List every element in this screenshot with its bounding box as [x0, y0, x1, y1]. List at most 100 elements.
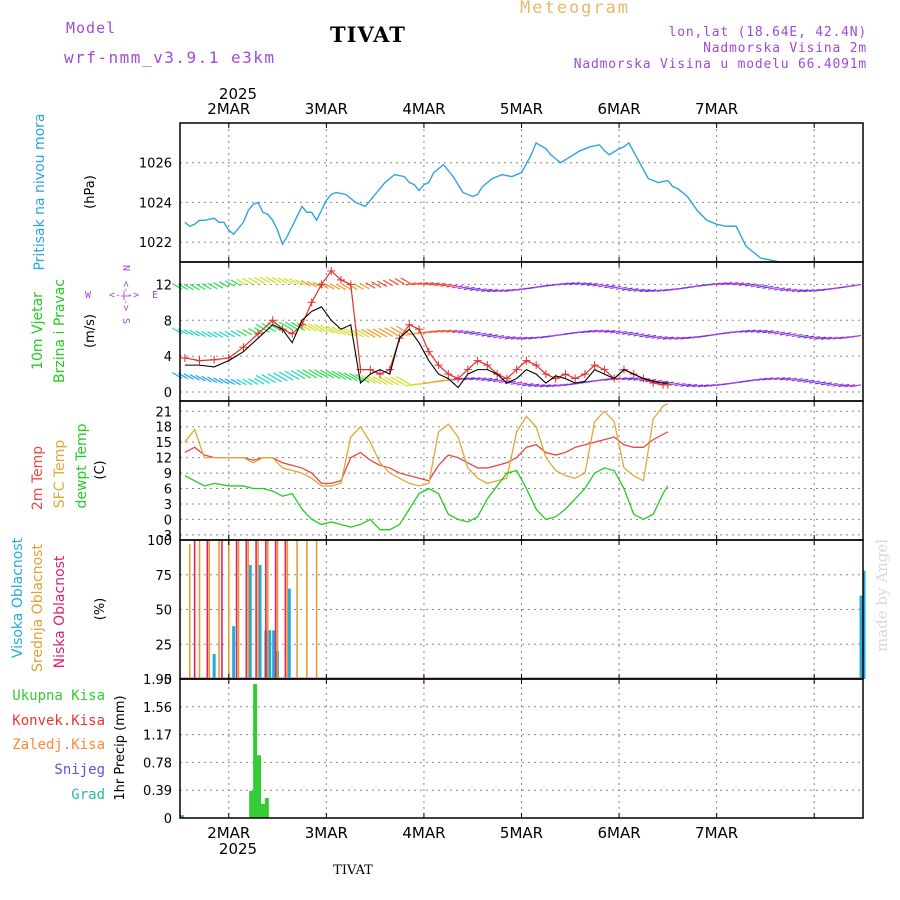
date-label-top: 6MAR [597, 100, 640, 118]
wind-barb [378, 376, 394, 386]
wind-barb [680, 383, 692, 387]
wind-barb [463, 286, 475, 291]
date-label-bottom: 7MAR [695, 824, 738, 842]
wind-barb [580, 330, 592, 334]
wind-barb [604, 285, 616, 289]
precip-bar [253, 683, 258, 818]
wind-barb [366, 375, 382, 385]
wind-barb [394, 278, 405, 285]
text-layer: 1022 1024 1026 Pritisak na nivou mora (hPa) 2… [10, 85, 738, 878]
wind-barb [189, 374, 200, 381]
wind-barb [283, 277, 294, 285]
wind-barb [452, 285, 464, 289]
cloud-high-title: Visoka Oblacnost [10, 537, 26, 658]
wind-barb [569, 281, 581, 286]
wind-barb [803, 289, 815, 293]
temp-tick-label: 3 [164, 498, 172, 513]
wind-barb [773, 331, 786, 335]
wind-barb [686, 383, 698, 388]
wind-barb [273, 372, 288, 382]
wind-barb [337, 371, 353, 381]
wind-barb [785, 333, 797, 337]
wind-barb [785, 377, 797, 381]
wind-barb [384, 327, 399, 337]
wind-barb [360, 374, 376, 384]
date-label-top: 3MAR [305, 100, 348, 118]
cloud-tick-label: 0 [164, 673, 172, 688]
wind-barb [768, 377, 780, 381]
wind-barb [236, 278, 247, 286]
wind-barb [621, 331, 633, 335]
wind-barb [207, 376, 218, 384]
wind-barb [378, 327, 394, 337]
precip-bar [260, 803, 265, 818]
wind-barb [738, 282, 750, 286]
wind-barb [355, 373, 370, 384]
wind-barb [850, 283, 862, 288]
wind-barb [645, 334, 657, 339]
wind-barb [762, 330, 774, 334]
temp-2m-title: 2m Temp [30, 446, 46, 510]
wind-barb [195, 330, 206, 338]
wind-barb [189, 329, 200, 337]
pressure-tick-label: 1022 [139, 236, 172, 251]
wind-barb [422, 282, 434, 286]
wind-barb [405, 282, 417, 286]
wind-barb [633, 288, 645, 292]
wind-barb [457, 286, 469, 290]
precip-legend-item: Ukupna Kisa [12, 688, 105, 704]
wind-barb [446, 284, 458, 288]
wind-barb [492, 289, 505, 293]
compass-ns-arrow: <-|-> [120, 281, 131, 311]
wind-barb [768, 330, 780, 334]
wind-barb [668, 336, 680, 340]
wind-barb [371, 281, 382, 288]
wind-barb [604, 329, 616, 334]
wind-barb [213, 331, 224, 338]
wind-barb [377, 280, 388, 288]
wind-barb [341, 283, 353, 291]
temp-tick-label: 21 [155, 405, 172, 420]
wind-barb [463, 377, 475, 381]
wind-barb [674, 383, 686, 387]
precip-bar [249, 790, 254, 818]
wind-barb [797, 378, 809, 383]
wind-barb [533, 384, 546, 388]
wind-barb [255, 374, 271, 384]
wind-barb [261, 373, 276, 384]
compass-w: W [85, 290, 92, 301]
wind-barb [510, 336, 522, 340]
precip-legend-item: Snijeg [54, 762, 105, 778]
precip-unit: 1hr Precip (mm) [113, 695, 128, 800]
wind-barb [201, 375, 212, 383]
wind-barb [610, 330, 622, 334]
wind-barb [388, 278, 399, 286]
footer-station: TIVAT [333, 863, 373, 878]
date-label-bottom: 3MAR [305, 824, 348, 842]
wind-barb [224, 330, 235, 338]
wind-barb [528, 383, 540, 387]
wind-barb [416, 281, 428, 286]
compass-we-arrow: <-|-> [109, 290, 139, 301]
date-label-bottom: 5MAR [500, 824, 543, 842]
wind-barb [481, 333, 493, 337]
wind-barb [366, 328, 382, 338]
wind-barb [469, 377, 481, 381]
wind-barb [308, 369, 323, 379]
wind-barb [440, 329, 452, 333]
wind-barb [254, 276, 265, 284]
temp-dew-title: dewpt Temp [74, 423, 90, 508]
pressure-tick-label: 1024 [139, 196, 172, 211]
wind-barb [277, 277, 288, 284]
wind-barb [610, 285, 622, 290]
wind-barb [411, 282, 423, 286]
wind-barb [715, 282, 727, 286]
precip-tick-label: 1.56 [143, 701, 172, 716]
temp-tick-label: 6 [164, 483, 172, 498]
wind-barb [504, 336, 516, 340]
wind-barb [475, 288, 487, 292]
wind-barb [803, 379, 815, 383]
wind-barb [475, 332, 487, 336]
wind-barb [797, 289, 809, 293]
wind-barb [809, 336, 821, 340]
